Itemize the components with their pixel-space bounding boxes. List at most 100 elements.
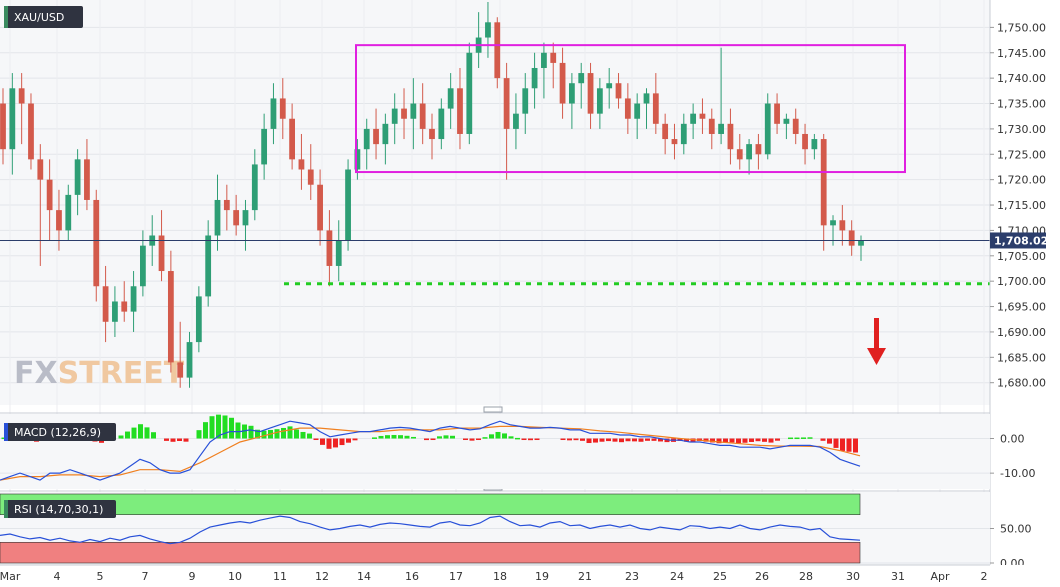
candle	[37, 144, 44, 266]
candle	[401, 88, 407, 140]
macd-histogram-bar	[424, 438, 429, 441]
resize-handle-icon[interactable]	[483, 406, 503, 413]
candle-body	[0, 103, 6, 150]
macd-histogram-bar	[833, 438, 839, 448]
time-tick-label: 4	[54, 570, 61, 583]
macd-histogram-bar	[840, 438, 845, 451]
time-tick-label: 7	[142, 570, 149, 583]
candle	[289, 103, 295, 170]
candle	[848, 220, 855, 256]
candle	[578, 62, 585, 109]
pane-separator[interactable]	[0, 406, 990, 414]
macd-histogram-bar	[593, 438, 598, 443]
macd-histogram-bar	[586, 438, 592, 444]
macd-histogram-bar	[489, 434, 494, 439]
macd-histogram-bar	[372, 437, 377, 439]
symbol-badge[interactable]: XAU/USD	[4, 6, 83, 28]
time-tick-label: 23	[625, 570, 639, 583]
candle-body	[457, 88, 463, 134]
rsi-line	[0, 515, 861, 545]
current-price-badge: 1,708.02	[990, 232, 1048, 249]
macd-histogram-bar	[645, 438, 650, 441]
candle-body	[326, 230, 333, 266]
price-tick-label: 1,740.00	[997, 72, 1046, 85]
candle-body	[587, 73, 594, 114]
candle-body	[345, 169, 351, 241]
candle	[485, 2, 491, 58]
macd-line	[0, 420, 861, 481]
macd-histogram-bar	[567, 438, 572, 441]
candle-body	[74, 159, 81, 195]
candle-body	[382, 123, 389, 145]
candle	[652, 73, 659, 134]
current-price-value: 1,708.02	[994, 234, 1048, 247]
time-tick-label: 2	[981, 570, 988, 583]
macd-histogram-bar	[352, 438, 358, 441]
candle	[307, 144, 314, 200]
candle-body	[102, 286, 109, 322]
macd-histogram-bar	[196, 430, 202, 439]
candle	[0, 88, 6, 165]
candle	[317, 169, 323, 246]
time-tick-label: Mar	[0, 570, 21, 583]
candle	[615, 73, 622, 109]
candle	[522, 73, 529, 134]
price-tick-label: 1,700.00	[997, 275, 1046, 288]
candle-body	[363, 128, 370, 150]
rsi-badge[interactable]: RSI (14,70,30,1)	[4, 500, 116, 518]
candle-body	[624, 98, 631, 119]
candle	[662, 113, 669, 155]
consolidation-rectangle	[355, 44, 906, 174]
macd-tick-label: 0.00	[1000, 433, 1025, 446]
candle-body	[205, 235, 212, 297]
rsi-tick-label: 50.00	[1000, 523, 1032, 536]
candle-body	[65, 194, 72, 231]
candle-body	[634, 103, 641, 119]
candle-body	[513, 113, 519, 129]
macd-histogram-bar	[710, 438, 715, 443]
candle	[494, 17, 501, 89]
macd-histogram-bar	[762, 438, 767, 442]
candle-body	[167, 271, 174, 363]
time-tick-label: 14	[357, 570, 371, 583]
macd-histogram-bar	[573, 438, 579, 441]
macd-histogram-bar	[378, 435, 384, 439]
time-axis[interactable]: Mar 4 5 7 9 10 11 12 14 16 17 18 19 21 23 24 25 26 28 30 31 A…	[0, 564, 1060, 587]
candle	[569, 73, 575, 129]
macd-histogram-bar	[144, 427, 150, 439]
macd-histogram-bar	[151, 432, 156, 439]
candle-body	[718, 123, 724, 134]
candle-body	[522, 88, 529, 114]
rsi-label: RSI (14,70,30,1)	[14, 503, 103, 516]
candle	[28, 93, 34, 170]
macd-histogram-bar	[287, 426, 293, 439]
candle	[820, 133, 827, 251]
candle	[466, 42, 473, 145]
candle	[167, 250, 174, 373]
price-axis[interactable]: 1,680.00 1,685.00 1,690.00 1,695.00 1,700.00…	[989, 0, 1048, 565]
macd-pane: 0.00 -10.00 MACD (12,26,9)	[0, 414, 1035, 489]
candle-body	[699, 113, 706, 119]
candle-body	[839, 220, 846, 231]
macd-histogram-bar	[625, 438, 631, 442]
candle	[112, 286, 118, 338]
macd-histogram-bar	[612, 438, 618, 442]
time-tick-label: 21	[578, 570, 592, 583]
macd-histogram-bar	[476, 438, 481, 441]
macd-badge[interactable]: MACD (12,26,9)	[4, 423, 116, 441]
candle-body	[298, 159, 305, 170]
candle	[755, 133, 762, 170]
price-tick-label: 1,695.00	[997, 301, 1046, 314]
macd-histogram-bar	[560, 438, 566, 441]
price-tick-label: 1,685.00	[997, 351, 1046, 364]
candle-body	[121, 301, 128, 312]
candle-body	[401, 108, 407, 119]
candle	[9, 73, 16, 175]
candle	[335, 220, 342, 282]
candle-body	[37, 159, 44, 180]
macd-histogram-bar	[242, 424, 247, 439]
symbol-badge-background	[4, 6, 83, 28]
candle	[811, 133, 818, 160]
candle	[93, 189, 100, 302]
macd-histogram-bar	[203, 422, 208, 439]
